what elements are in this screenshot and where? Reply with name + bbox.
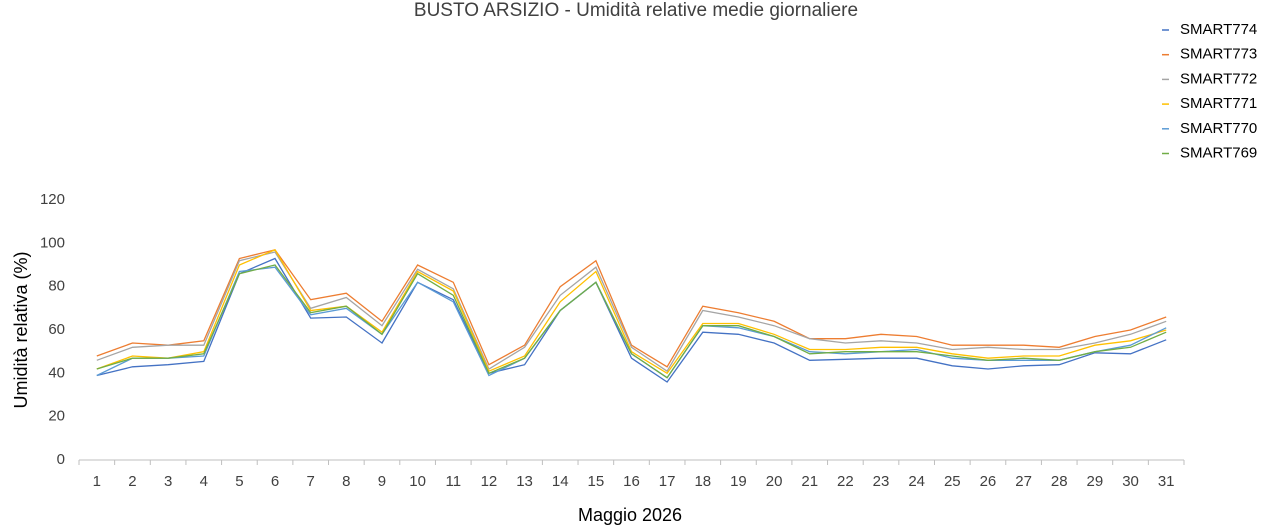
x-tick-label: 27	[1015, 473, 1032, 490]
x-tick-label: 17	[659, 473, 676, 490]
legend-label: SMART772	[1180, 70, 1257, 87]
series-line	[96, 264, 1167, 379]
x-tick-label: 12	[481, 473, 498, 490]
x-tick-label: 21	[801, 473, 818, 490]
series-line	[96, 248, 1167, 375]
x-tick-label: 29	[1087, 473, 1104, 490]
series-line	[96, 251, 1167, 373]
x-tick-label: 14	[552, 473, 569, 490]
y-tick-label: 100	[40, 234, 65, 251]
y-tick-label: 60	[48, 321, 65, 338]
legend-label: SMART774	[1180, 21, 1257, 38]
x-tick-label: 30	[1122, 473, 1139, 490]
series-line	[96, 266, 1167, 379]
x-tick-label: 8	[342, 473, 350, 490]
x-tick-label: 7	[307, 473, 315, 490]
x-tick-label: 22	[837, 473, 854, 490]
y-tick-label: 40	[48, 364, 65, 381]
x-tick-label: 31	[1158, 473, 1175, 490]
x-tick-label: 15	[588, 473, 605, 490]
series-line	[96, 257, 1167, 383]
x-tick-label: 19	[730, 473, 747, 490]
x-tick-label: 13	[516, 473, 533, 490]
x-tick-label: 24	[908, 473, 925, 490]
x-tick-label: 28	[1051, 473, 1068, 490]
legend-label: SMART770	[1180, 120, 1257, 137]
y-axis-title: Umidità relativa (%)	[11, 251, 31, 408]
x-tick-label: 4	[200, 473, 208, 490]
x-tick-label: 3	[164, 473, 172, 490]
y-tick-label: 120	[40, 191, 65, 208]
x-tick-label: 18	[694, 473, 711, 490]
x-tick-label: 5	[235, 473, 243, 490]
x-tick-label: 2	[128, 473, 136, 490]
x-tick-label: 16	[623, 473, 640, 490]
y-tick-label: 20	[48, 408, 65, 425]
x-tick-label: 23	[873, 473, 890, 490]
x-axis-title: Maggio 2026	[578, 505, 682, 525]
x-tick-label: 20	[766, 473, 783, 490]
y-tick-label: 0	[57, 451, 65, 468]
legend-label: SMART773	[1180, 46, 1257, 63]
chart-title: BUSTO ARSIZIO - Umidità relative medie g…	[414, 0, 858, 21]
legend-label: SMART771	[1180, 95, 1257, 112]
x-tick-label: 10	[409, 473, 426, 490]
x-tick-label: 26	[980, 473, 997, 490]
x-tick-label: 6	[271, 473, 279, 490]
x-tick-label: 25	[944, 473, 961, 490]
x-tick-label: 11	[445, 473, 461, 490]
x-tick-label: 1	[93, 473, 101, 490]
series-line	[96, 249, 1167, 368]
legend-label: SMART769	[1180, 144, 1257, 161]
y-tick-label: 80	[48, 278, 65, 295]
x-tick-label: 9	[378, 473, 386, 490]
